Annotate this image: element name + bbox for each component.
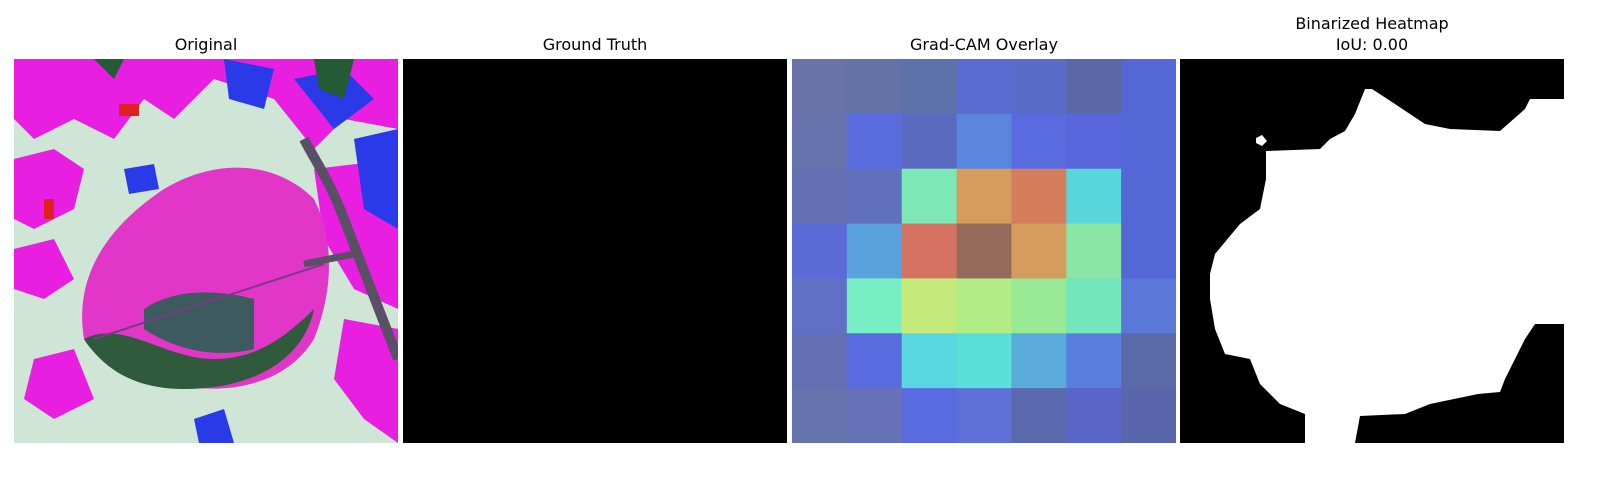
gradcam-title: Grad-CAM Overlay: [910, 35, 1058, 54]
gradcam-cell: [901, 388, 958, 443]
gradcam-panel: Grad-CAM Overlay: [792, 0, 1176, 500]
gradcam-overlay: [792, 59, 1176, 443]
gradcam-cell: [956, 278, 1012, 334]
gradcam-cell: [846, 168, 903, 225]
gradcam-cell: [846, 59, 903, 115]
binarized-panel: Binarized Heatmap IoU: 0.00: [1180, 0, 1564, 500]
gradcam-cell: [1121, 223, 1176, 279]
binarized-title: Binarized Heatmap: [1295, 14, 1449, 33]
gradcam-cell: [792, 388, 848, 443]
gradcam-cell: [1066, 278, 1122, 334]
gradcam-cell: [1011, 113, 1067, 170]
gradcam-cell: [1121, 333, 1176, 389]
binarized-iou: IoU: 0.00: [1335, 35, 1409, 54]
gradcam-cell: [1011, 223, 1067, 279]
gradcam-cell: [1011, 388, 1067, 443]
gradcam-cell: [792, 278, 848, 334]
gradcam-cell: [901, 168, 958, 225]
gradcam-cell: [956, 333, 1012, 389]
leaf-image: [14, 59, 398, 443]
ground-truth-panel: Ground Truth: [403, 0, 787, 500]
gradcam-cell: [956, 113, 1012, 170]
gradcam-cell: [846, 113, 903, 170]
gradcam-cell: [1011, 168, 1067, 225]
gradcam-cell: [956, 168, 1012, 225]
gradcam-cell: [1011, 333, 1067, 389]
gradcam-cell: [1121, 59, 1176, 115]
gradcam-cell: [901, 223, 958, 279]
original-panel: Original: [14, 0, 398, 500]
gradcam-cell: [901, 278, 958, 334]
gradcam-cell: [1121, 388, 1176, 443]
gradcam-cell: [846, 223, 903, 279]
gradcam-cell: [901, 113, 958, 170]
gradcam-cell: [956, 223, 1012, 279]
gradcam-cell: [846, 278, 903, 334]
gradcam-cell: [1011, 278, 1067, 334]
gradcam-cell: [1066, 59, 1122, 115]
gradcam-cell: [1066, 333, 1122, 389]
gradcam-cell: [1121, 113, 1176, 170]
gradcam-cell: [1121, 278, 1176, 334]
gradcam-cell: [792, 223, 848, 279]
gradcam-cell: [1066, 113, 1122, 170]
gradcam-cell: [901, 59, 958, 115]
gradcam-cell: [1121, 168, 1176, 225]
ground-truth-mask: [403, 59, 787, 443]
gradcam-cell: [1066, 388, 1122, 443]
gradcam-cell: [792, 333, 848, 389]
gradcam-cell: [1066, 168, 1122, 225]
original-image: [14, 59, 398, 443]
gradcam-heatmap-grid: [792, 59, 1176, 443]
gradcam-cell: [792, 113, 848, 170]
gradcam-cell: [792, 168, 848, 225]
binarized-mask: [1180, 59, 1564, 443]
gradcam-cell: [1066, 223, 1122, 279]
gradcam-cell: [1011, 59, 1067, 115]
gradcam-cell: [846, 388, 903, 443]
original-title: Original: [174, 35, 238, 54]
gradcam-cell: [956, 388, 1012, 443]
gradcam-cell: [956, 59, 1012, 115]
ground-truth-title: Ground Truth: [542, 35, 648, 54]
gradcam-cell: [846, 333, 903, 389]
binarized-heatmap: [1180, 59, 1564, 443]
gradcam-cell: [792, 59, 848, 115]
gradcam-cell: [901, 333, 958, 389]
